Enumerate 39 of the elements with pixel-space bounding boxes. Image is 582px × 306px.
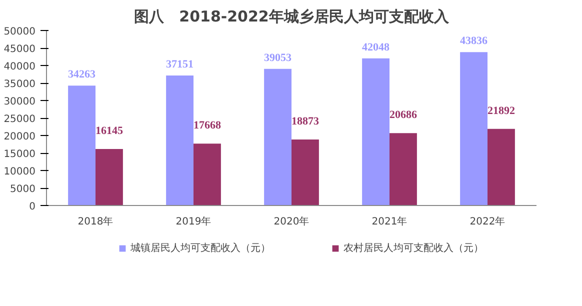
bar (264, 68, 292, 206)
data-label: 18873 (291, 115, 320, 128)
y-tick-label: 20000 (4, 132, 36, 142)
bar (194, 144, 221, 206)
y-tick-label: 25000 (4, 114, 36, 125)
bar (362, 58, 390, 206)
y-tick-label: 0 (29, 202, 36, 212)
y-tick-label: 30000 (4, 96, 36, 108)
bar (292, 139, 319, 206)
y-tick-label: 10000 (4, 166, 36, 178)
data-label: 39053 (264, 52, 292, 64)
data-label: 21892 (487, 104, 516, 117)
legend-label: 农村居民人均可支配收入（元） (344, 242, 484, 255)
data-label: 34263 (68, 68, 96, 81)
data-label: 43836 (460, 35, 488, 48)
x-tick-label: 2021年 (372, 216, 408, 228)
y-tick-label: 15000 (4, 149, 36, 160)
chart-title: 图八 2018-2022年城乡居民人均可支配收入 (134, 8, 450, 26)
data-label: 37151 (166, 58, 194, 70)
legend-label: 城镇居民人均可支配收入（元） (130, 242, 270, 255)
bar (68, 86, 96, 206)
bar (488, 128, 515, 206)
x-tick-label: 2020年 (274, 216, 310, 228)
y-tick-label: 40000 (4, 62, 36, 72)
x-tick-label: 2019年 (176, 216, 212, 228)
y-tick-label: 50000 (4, 26, 36, 38)
y-tick-label: 45000 (4, 44, 36, 55)
y-tick-label: 35000 (4, 79, 36, 90)
x-tick-label: 2022年 (470, 216, 506, 228)
bar (166, 75, 194, 206)
data-label: 16145 (95, 124, 124, 137)
x-tick-label: 2018年 (78, 216, 114, 228)
bar (460, 52, 488, 206)
bar (390, 133, 417, 206)
data-label: 17668 (193, 120, 222, 132)
y-tick-label: 5000 (10, 184, 36, 195)
data-label: 42048 (362, 41, 390, 54)
bar (96, 148, 123, 206)
data-label: 20686 (389, 109, 418, 122)
